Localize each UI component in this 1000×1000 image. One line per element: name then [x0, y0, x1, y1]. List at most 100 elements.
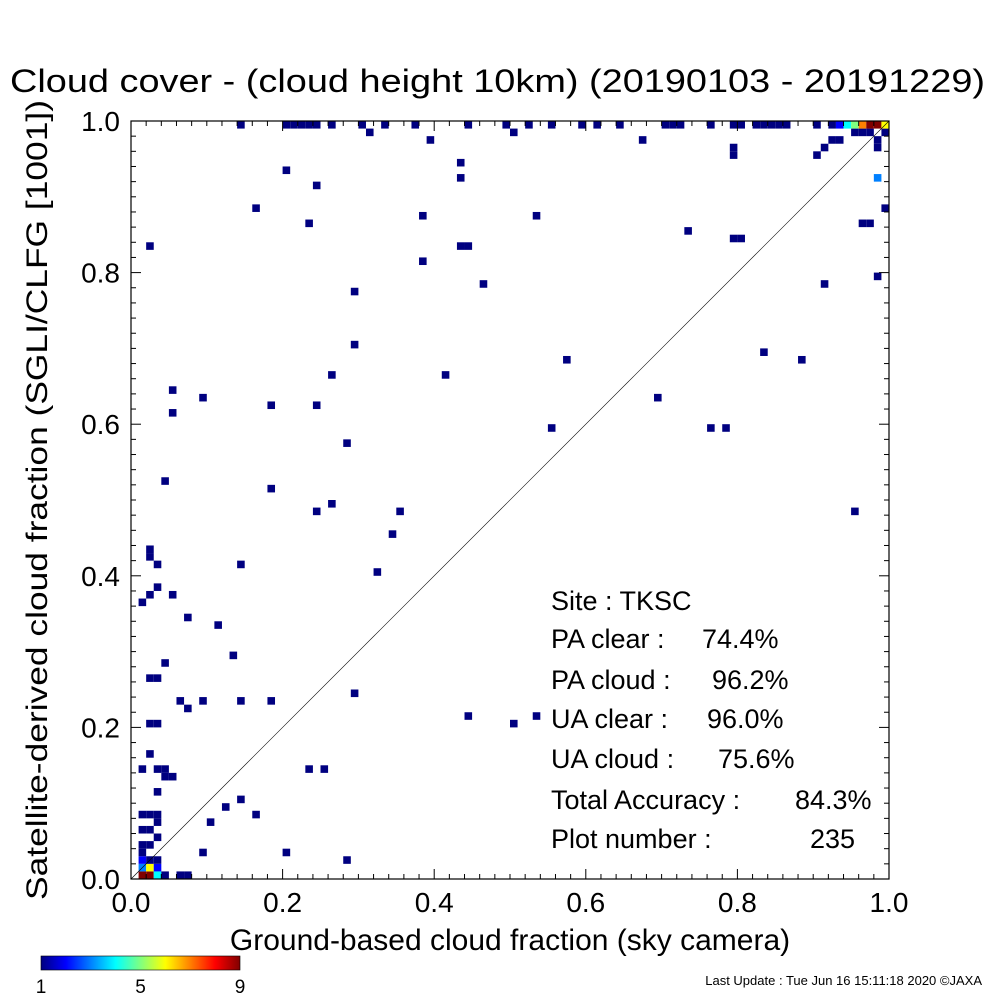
heatmap-cell	[328, 371, 336, 379]
heatmap-cell	[760, 121, 768, 129]
heatmap-cell	[305, 219, 313, 228]
heatmap-cell	[873, 136, 882, 144]
heatmap-cell	[760, 348, 768, 356]
heatmap-cell	[328, 121, 336, 129]
heatmap-cell	[373, 568, 382, 576]
heatmap-cell	[146, 242, 154, 250]
heatmap-cell	[237, 795, 245, 804]
heatmap-cell	[221, 803, 230, 811]
x-tick-labels: 0.0 0.2 0.4 0.6 0.8 1.0	[112, 887, 909, 918]
last-update-text: Last Update : Tue Jun 16 15:11:18 2020 ©…	[705, 973, 982, 988]
heatmap-cell	[343, 439, 351, 447]
heatmap-cell	[237, 121, 245, 129]
heatmap-cell	[146, 863, 154, 872]
heatmap-cell	[426, 136, 435, 144]
y-axis-label: Satellite-derived cloud fraction (SGLI/C…	[21, 100, 54, 900]
plot-area	[130, 120, 890, 880]
heatmap-cell	[358, 121, 366, 129]
y-tick-label: 0.0	[81, 864, 120, 895]
heatmap-cell	[873, 272, 882, 281]
heatmap-cell	[312, 181, 321, 190]
colorbar-label: 9	[235, 977, 246, 998]
heatmap-cell	[138, 810, 147, 819]
pa-cloud-label: PA cloud :	[551, 665, 671, 695]
heatmap-cell	[138, 856, 147, 864]
heatmap-cell	[388, 530, 397, 538]
heatmap-cell	[214, 621, 222, 629]
heatmap-cell	[866, 121, 874, 129]
heatmap-cell	[168, 409, 177, 417]
heatmap-cell	[851, 128, 859, 137]
heatmap-cell	[654, 393, 662, 402]
colorbar-label: 5	[135, 977, 146, 998]
heatmap-cell	[729, 151, 738, 159]
heatmap-cell	[578, 121, 586, 129]
diagonal-line	[130, 120, 890, 880]
y-tick-labels: 0.0 0.2 0.4 0.6 0.8 1.0	[81, 106, 120, 895]
heatmap-cell	[729, 234, 738, 243]
heatmap-cell	[684, 227, 692, 235]
heatmap-cell	[813, 151, 821, 159]
axis-ticks	[130, 120, 890, 880]
heatmap-cell	[199, 393, 207, 402]
heatmap-cell	[282, 848, 291, 857]
heatmap-cell	[676, 121, 685, 129]
heatmap-cell	[138, 848, 147, 857]
heatmap-cell	[161, 477, 169, 485]
stats-box: Site : TKSC PA clear : 74.4% PA cloud : …	[551, 586, 872, 854]
heatmap-cell	[767, 121, 776, 129]
total-accuracy-value: 84.3%	[795, 785, 872, 815]
x-axis-label: Ground-based cloud fraction (sky camera)	[230, 924, 790, 957]
heatmap-cell	[828, 121, 836, 129]
heatmap-cell	[638, 136, 647, 144]
x-tick-label: 0.6	[566, 887, 605, 918]
heatmap-cell	[532, 712, 541, 720]
heatmap-cell	[411, 121, 420, 129]
heatmap-cell	[798, 355, 806, 364]
heatmap-cell	[419, 211, 427, 220]
heatmap-cell	[858, 219, 867, 228]
heatmap-cell	[547, 424, 556, 432]
heatmap-cell	[828, 136, 836, 144]
heatmap-cell	[441, 371, 450, 379]
heatmap-cell	[267, 484, 276, 493]
heatmap-cell	[320, 765, 329, 773]
heatmap-cell	[661, 121, 670, 129]
heatmap-cell	[456, 174, 465, 182]
pa-cloud-value: 96.2%	[712, 665, 789, 695]
heatmap-cell	[858, 121, 867, 129]
colorbar: 1 5 9	[36, 955, 246, 998]
heatmap-cell	[737, 121, 745, 129]
heatmap-cell	[729, 143, 738, 152]
heatmap-cell	[510, 719, 518, 728]
heatmap-cell	[252, 810, 260, 819]
heatmap-cell	[707, 424, 715, 432]
heatmap-cell	[305, 765, 313, 773]
heatmap-cell	[168, 772, 177, 781]
heatmap-cell	[851, 121, 859, 129]
heatmap-cell	[138, 841, 147, 849]
heatmap-cell	[419, 257, 427, 266]
heatmap-cell	[669, 121, 677, 129]
heatmap-cell	[229, 651, 238, 660]
heatmap-cell	[464, 712, 473, 720]
heatmap-cell	[282, 121, 291, 129]
heatmap-cell	[835, 121, 844, 129]
heatmap-cell	[532, 211, 541, 220]
heatmap-cell	[775, 121, 783, 129]
heatmap-cell	[866, 219, 874, 228]
heatmap-cell	[593, 121, 601, 129]
heatmap-cell	[206, 818, 215, 826]
heatmap-cell	[184, 871, 192, 879]
heatmap-cell	[252, 204, 260, 212]
heatmap-cell	[707, 121, 715, 129]
heatmap-cell	[161, 772, 169, 781]
heatmap-cell	[312, 121, 321, 129]
y-tick-label: 0.4	[81, 561, 120, 592]
heatmap-cell	[312, 401, 321, 410]
heatmap-cell	[729, 121, 738, 129]
heatmap-cell	[350, 340, 359, 349]
heatmap-cell	[146, 841, 154, 849]
heatmap-cell	[184, 704, 192, 713]
ua-clear-label: UA clear :	[551, 704, 668, 734]
